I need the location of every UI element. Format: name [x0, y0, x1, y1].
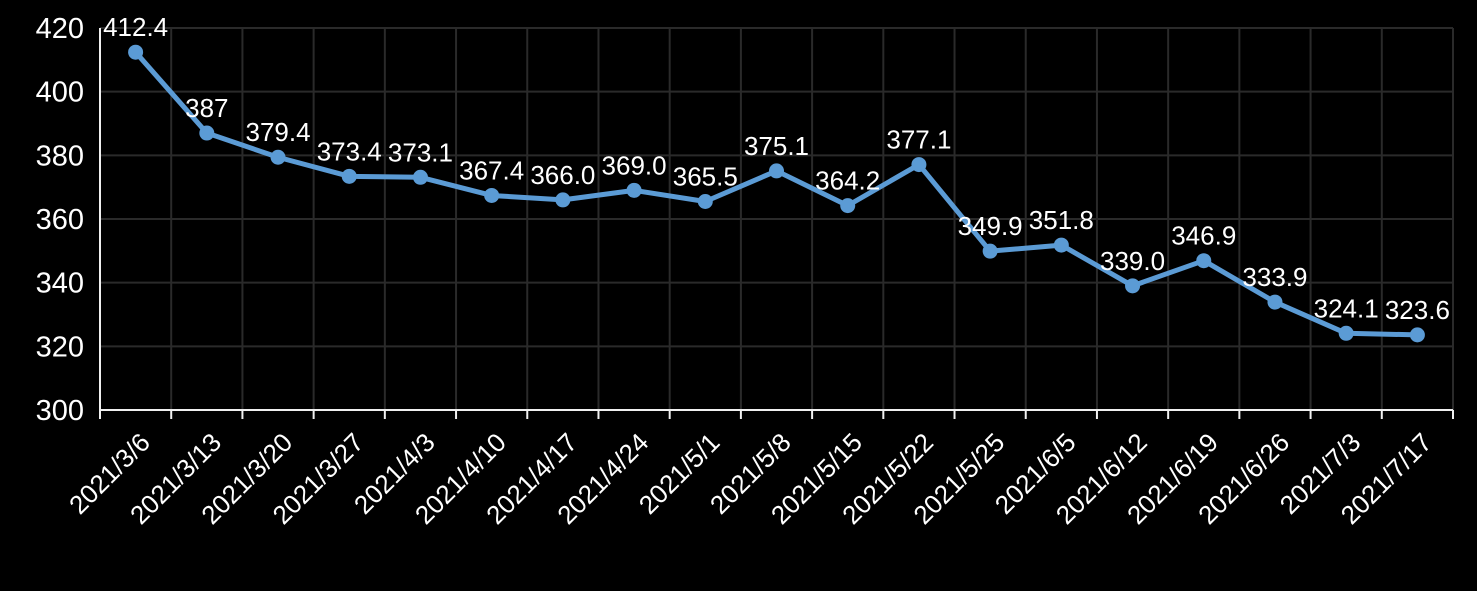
x-axis-ticks: [99, 410, 1454, 419]
data-point-label: 387: [185, 93, 228, 123]
y-tick-label: 380: [36, 140, 84, 172]
data-point-marker: [982, 243, 998, 259]
data-point-marker: [840, 198, 856, 214]
data-point-label: 373.1: [388, 137, 453, 167]
data-point-label: 375.1: [744, 131, 809, 161]
data-point-marker: [199, 125, 215, 141]
y-tick-label: 340: [36, 268, 84, 300]
y-tick-label: 400: [36, 77, 84, 109]
data-point-marker: [555, 192, 571, 208]
data-point-label: 366.0: [530, 160, 595, 190]
data-point-label: 365.5: [673, 161, 738, 191]
data-point-marker: [911, 157, 927, 173]
data-point-marker: [1409, 327, 1425, 343]
data-point-marker: [270, 149, 286, 165]
data-point-label: 379.4: [245, 117, 310, 147]
data-point-marker: [1267, 294, 1283, 310]
data-point-marker: [412, 169, 428, 185]
axes: [99, 28, 1453, 411]
data-point-label: 373.4: [317, 136, 382, 166]
data-point-marker: [769, 163, 784, 179]
data-point-label: 323.6: [1385, 295, 1450, 325]
data-point-marker: [1338, 325, 1354, 341]
data-point-label: 412.4: [103, 12, 168, 42]
data-point-marker: [697, 193, 713, 209]
horizontal-gridlines: [100, 27, 1453, 348]
data-point-marker: [1125, 278, 1141, 294]
data-point-marker: [1196, 253, 1212, 269]
data-point-marker: [1053, 237, 1069, 253]
data-point-label: 367.4: [459, 155, 524, 185]
vertical-gridlines: [170, 28, 1454, 410]
data-point-label: 349.9: [958, 211, 1023, 241]
data-point-marker: [626, 182, 642, 198]
data-point-marker: [128, 44, 144, 60]
y-axis-labels: 300 320 340 360 380 400 420: [36, 13, 84, 427]
data-point-label: 364.2: [815, 166, 880, 196]
data-point-label: 351.8: [1029, 205, 1094, 235]
data-point-label: 369.0: [602, 150, 667, 180]
data-point-label: 339.0: [1100, 246, 1165, 276]
y-tick-label: 320: [36, 331, 84, 363]
data-point-marker: [341, 168, 357, 184]
y-tick-label: 420: [36, 13, 84, 45]
data-point-label: 333.9: [1242, 262, 1307, 292]
series-markers: [128, 44, 1425, 343]
y-tick-label: 300: [36, 395, 84, 427]
data-point-label: 377.1: [886, 125, 951, 155]
data-point-marker: [484, 187, 500, 203]
data-point-label: 346.9: [1171, 221, 1236, 251]
data-point-label: 324.1: [1314, 293, 1379, 323]
y-tick-label: 360: [36, 204, 84, 236]
